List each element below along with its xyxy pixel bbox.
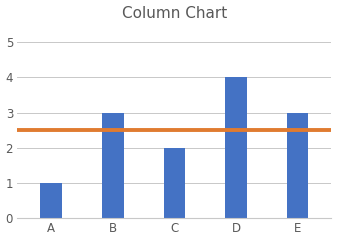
Bar (163, 148, 185, 218)
Bar (225, 77, 247, 218)
Title: Column Chart: Column Chart (122, 6, 227, 20)
Bar (287, 113, 308, 218)
Bar (102, 113, 123, 218)
Bar (40, 183, 62, 218)
